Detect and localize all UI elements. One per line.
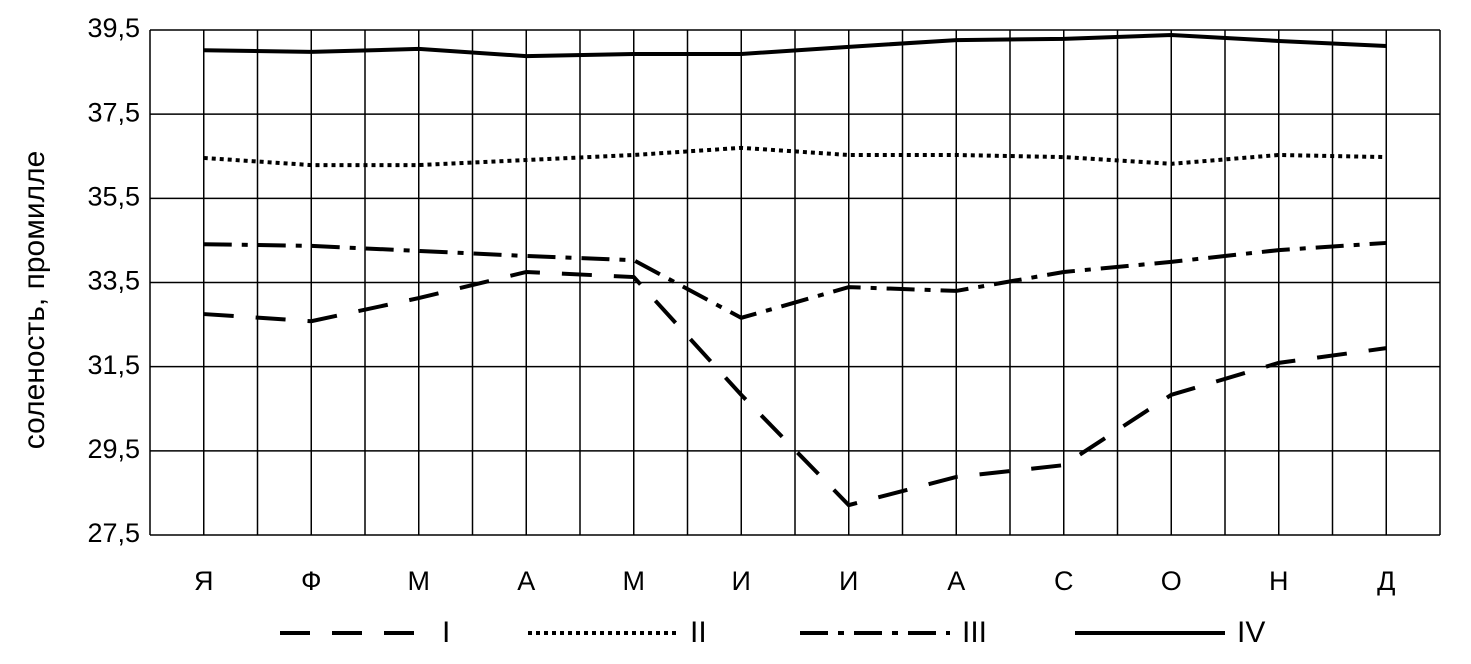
y-tick-label: 39,5 <box>87 13 140 43</box>
series-line <box>203 240 1387 320</box>
x-tick-label: Я <box>194 566 214 596</box>
legend-label: III <box>962 616 987 649</box>
x-tick-label: Ф <box>301 566 322 596</box>
x-tick-label: Д <box>1377 566 1395 596</box>
x-tick-label: А <box>517 566 535 596</box>
y-tick-label: 37,5 <box>87 97 140 127</box>
series-line <box>203 33 1387 59</box>
y-tick-label: 33,5 <box>87 266 140 296</box>
legend-label: IV <box>1237 616 1265 649</box>
x-tick-label: О <box>1161 566 1182 596</box>
x-tick-label: И <box>732 566 751 596</box>
series-line <box>203 145 1387 168</box>
y-tick-label: 27,5 <box>87 518 140 548</box>
x-tick-label: И <box>839 566 858 596</box>
y-tick-label: 35,5 <box>87 181 140 211</box>
x-tick-label: М <box>623 566 646 596</box>
series-line <box>203 269 1387 508</box>
legend-label: II <box>690 616 707 649</box>
y-tick-label: 31,5 <box>87 350 140 380</box>
x-tick-label: Н <box>1269 566 1289 596</box>
x-tick-label: С <box>1054 566 1074 596</box>
x-tick-label: М <box>408 566 431 596</box>
x-tick-label: А <box>947 566 965 596</box>
y-tick-label: 29,5 <box>87 434 140 464</box>
y-axis-label: соленость, промилле <box>18 151 51 450</box>
legend-label: I <box>442 616 450 649</box>
